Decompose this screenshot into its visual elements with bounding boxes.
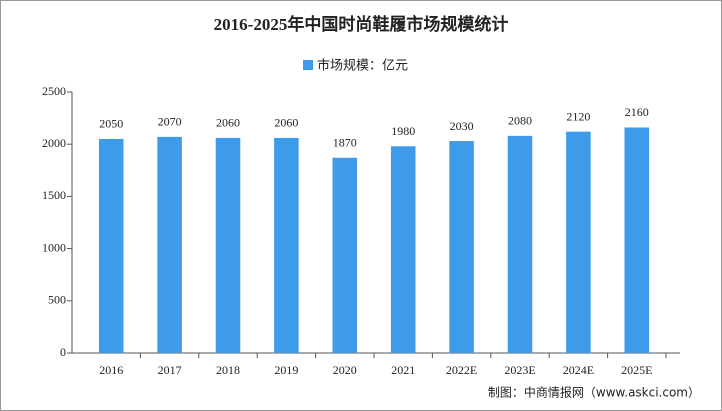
data-label: 2060 [216, 116, 240, 130]
x-tick-label: 2024E [563, 363, 594, 377]
x-tick-label: 2016 [99, 363, 123, 377]
data-label: 2120 [566, 109, 590, 123]
legend-label: 市场规模：亿元 [317, 58, 408, 74]
y-tick-label: 500 [48, 293, 66, 307]
x-tick-label: 2019 [274, 363, 298, 377]
bar [449, 141, 474, 353]
y-tick-label: 2500 [42, 84, 66, 98]
data-label: 2080 [508, 114, 532, 128]
bar [507, 135, 533, 353]
source-note: 制图：中商情报网（www.askci.com） [488, 385, 700, 400]
bar [215, 137, 241, 353]
data-label: 2060 [274, 116, 298, 130]
data-label: 1980 [391, 124, 415, 138]
data-label: 2160 [625, 105, 649, 119]
bar [274, 137, 299, 353]
data-label: 2050 [99, 117, 123, 131]
x-tick-label: 2022E [446, 363, 477, 377]
x-tick-label: 2023E [504, 363, 535, 377]
bar [157, 136, 182, 353]
y-tick-label: 0 [60, 345, 66, 359]
bar [566, 131, 591, 353]
x-tick-label: 2017 [158, 363, 182, 377]
data-label: 2030 [450, 119, 474, 133]
bar [332, 157, 358, 353]
x-tick-label: 2018 [216, 363, 240, 377]
y-tick-label: 1500 [42, 188, 66, 202]
bar [98, 138, 124, 353]
x-tick-label: 2021 [391, 363, 415, 377]
chart-title: 2016-2025年中国时尚鞋履市场规模统计 [214, 14, 509, 34]
data-label: 2070 [158, 115, 182, 129]
x-tick-label: 2020 [333, 363, 357, 377]
bar [624, 127, 650, 353]
legend-swatch [303, 60, 313, 70]
y-tick-label: 1000 [42, 240, 66, 254]
bar [390, 146, 416, 353]
x-tick-label: 2025E [621, 363, 652, 377]
y-tick-label: 2000 [42, 136, 66, 150]
data-label: 1870 [333, 136, 357, 150]
